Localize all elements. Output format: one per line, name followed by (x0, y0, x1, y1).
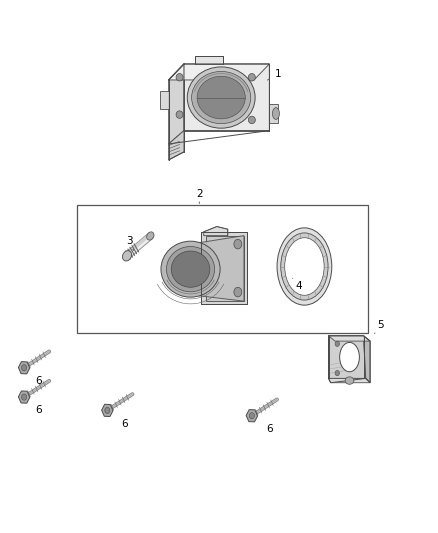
Ellipse shape (161, 241, 220, 297)
Bar (77, 205, 368, 333)
Ellipse shape (281, 233, 328, 300)
Ellipse shape (166, 247, 215, 292)
Polygon shape (191, 236, 244, 301)
Text: 5: 5 (374, 320, 384, 334)
Ellipse shape (335, 341, 339, 346)
Text: 6: 6 (35, 406, 42, 415)
Text: 6: 6 (35, 376, 42, 386)
Ellipse shape (197, 76, 245, 119)
Text: 4: 4 (293, 278, 302, 291)
Ellipse shape (187, 67, 255, 128)
Ellipse shape (272, 108, 279, 119)
Text: 2: 2 (196, 189, 203, 204)
Text: 1: 1 (267, 69, 282, 80)
Polygon shape (201, 232, 247, 304)
Polygon shape (195, 56, 223, 64)
Ellipse shape (123, 251, 131, 261)
Text: 6: 6 (266, 424, 273, 434)
Ellipse shape (105, 407, 110, 414)
Ellipse shape (21, 365, 27, 371)
Ellipse shape (171, 251, 210, 287)
Polygon shape (269, 104, 278, 123)
Ellipse shape (335, 370, 339, 376)
Ellipse shape (21, 394, 27, 400)
Ellipse shape (192, 71, 251, 124)
Text: 3: 3 (126, 237, 134, 251)
Polygon shape (364, 336, 370, 383)
Polygon shape (328, 336, 366, 378)
Ellipse shape (234, 239, 242, 249)
Ellipse shape (249, 413, 254, 419)
Ellipse shape (248, 74, 255, 81)
Text: 6: 6 (121, 419, 128, 429)
Polygon shape (246, 410, 258, 422)
Ellipse shape (234, 287, 242, 297)
Ellipse shape (345, 377, 354, 384)
Polygon shape (184, 64, 269, 131)
Ellipse shape (248, 116, 255, 124)
Ellipse shape (340, 343, 359, 372)
Polygon shape (328, 336, 370, 341)
Polygon shape (206, 236, 244, 301)
Ellipse shape (277, 228, 332, 305)
Polygon shape (160, 91, 169, 109)
Ellipse shape (176, 74, 183, 81)
Ellipse shape (285, 238, 324, 295)
Polygon shape (169, 64, 184, 144)
Polygon shape (328, 378, 370, 383)
Polygon shape (169, 131, 184, 160)
Polygon shape (102, 405, 113, 416)
Polygon shape (18, 362, 30, 374)
Polygon shape (18, 391, 30, 403)
Polygon shape (204, 227, 228, 236)
Ellipse shape (147, 232, 154, 240)
Ellipse shape (176, 111, 183, 118)
Polygon shape (169, 64, 269, 80)
